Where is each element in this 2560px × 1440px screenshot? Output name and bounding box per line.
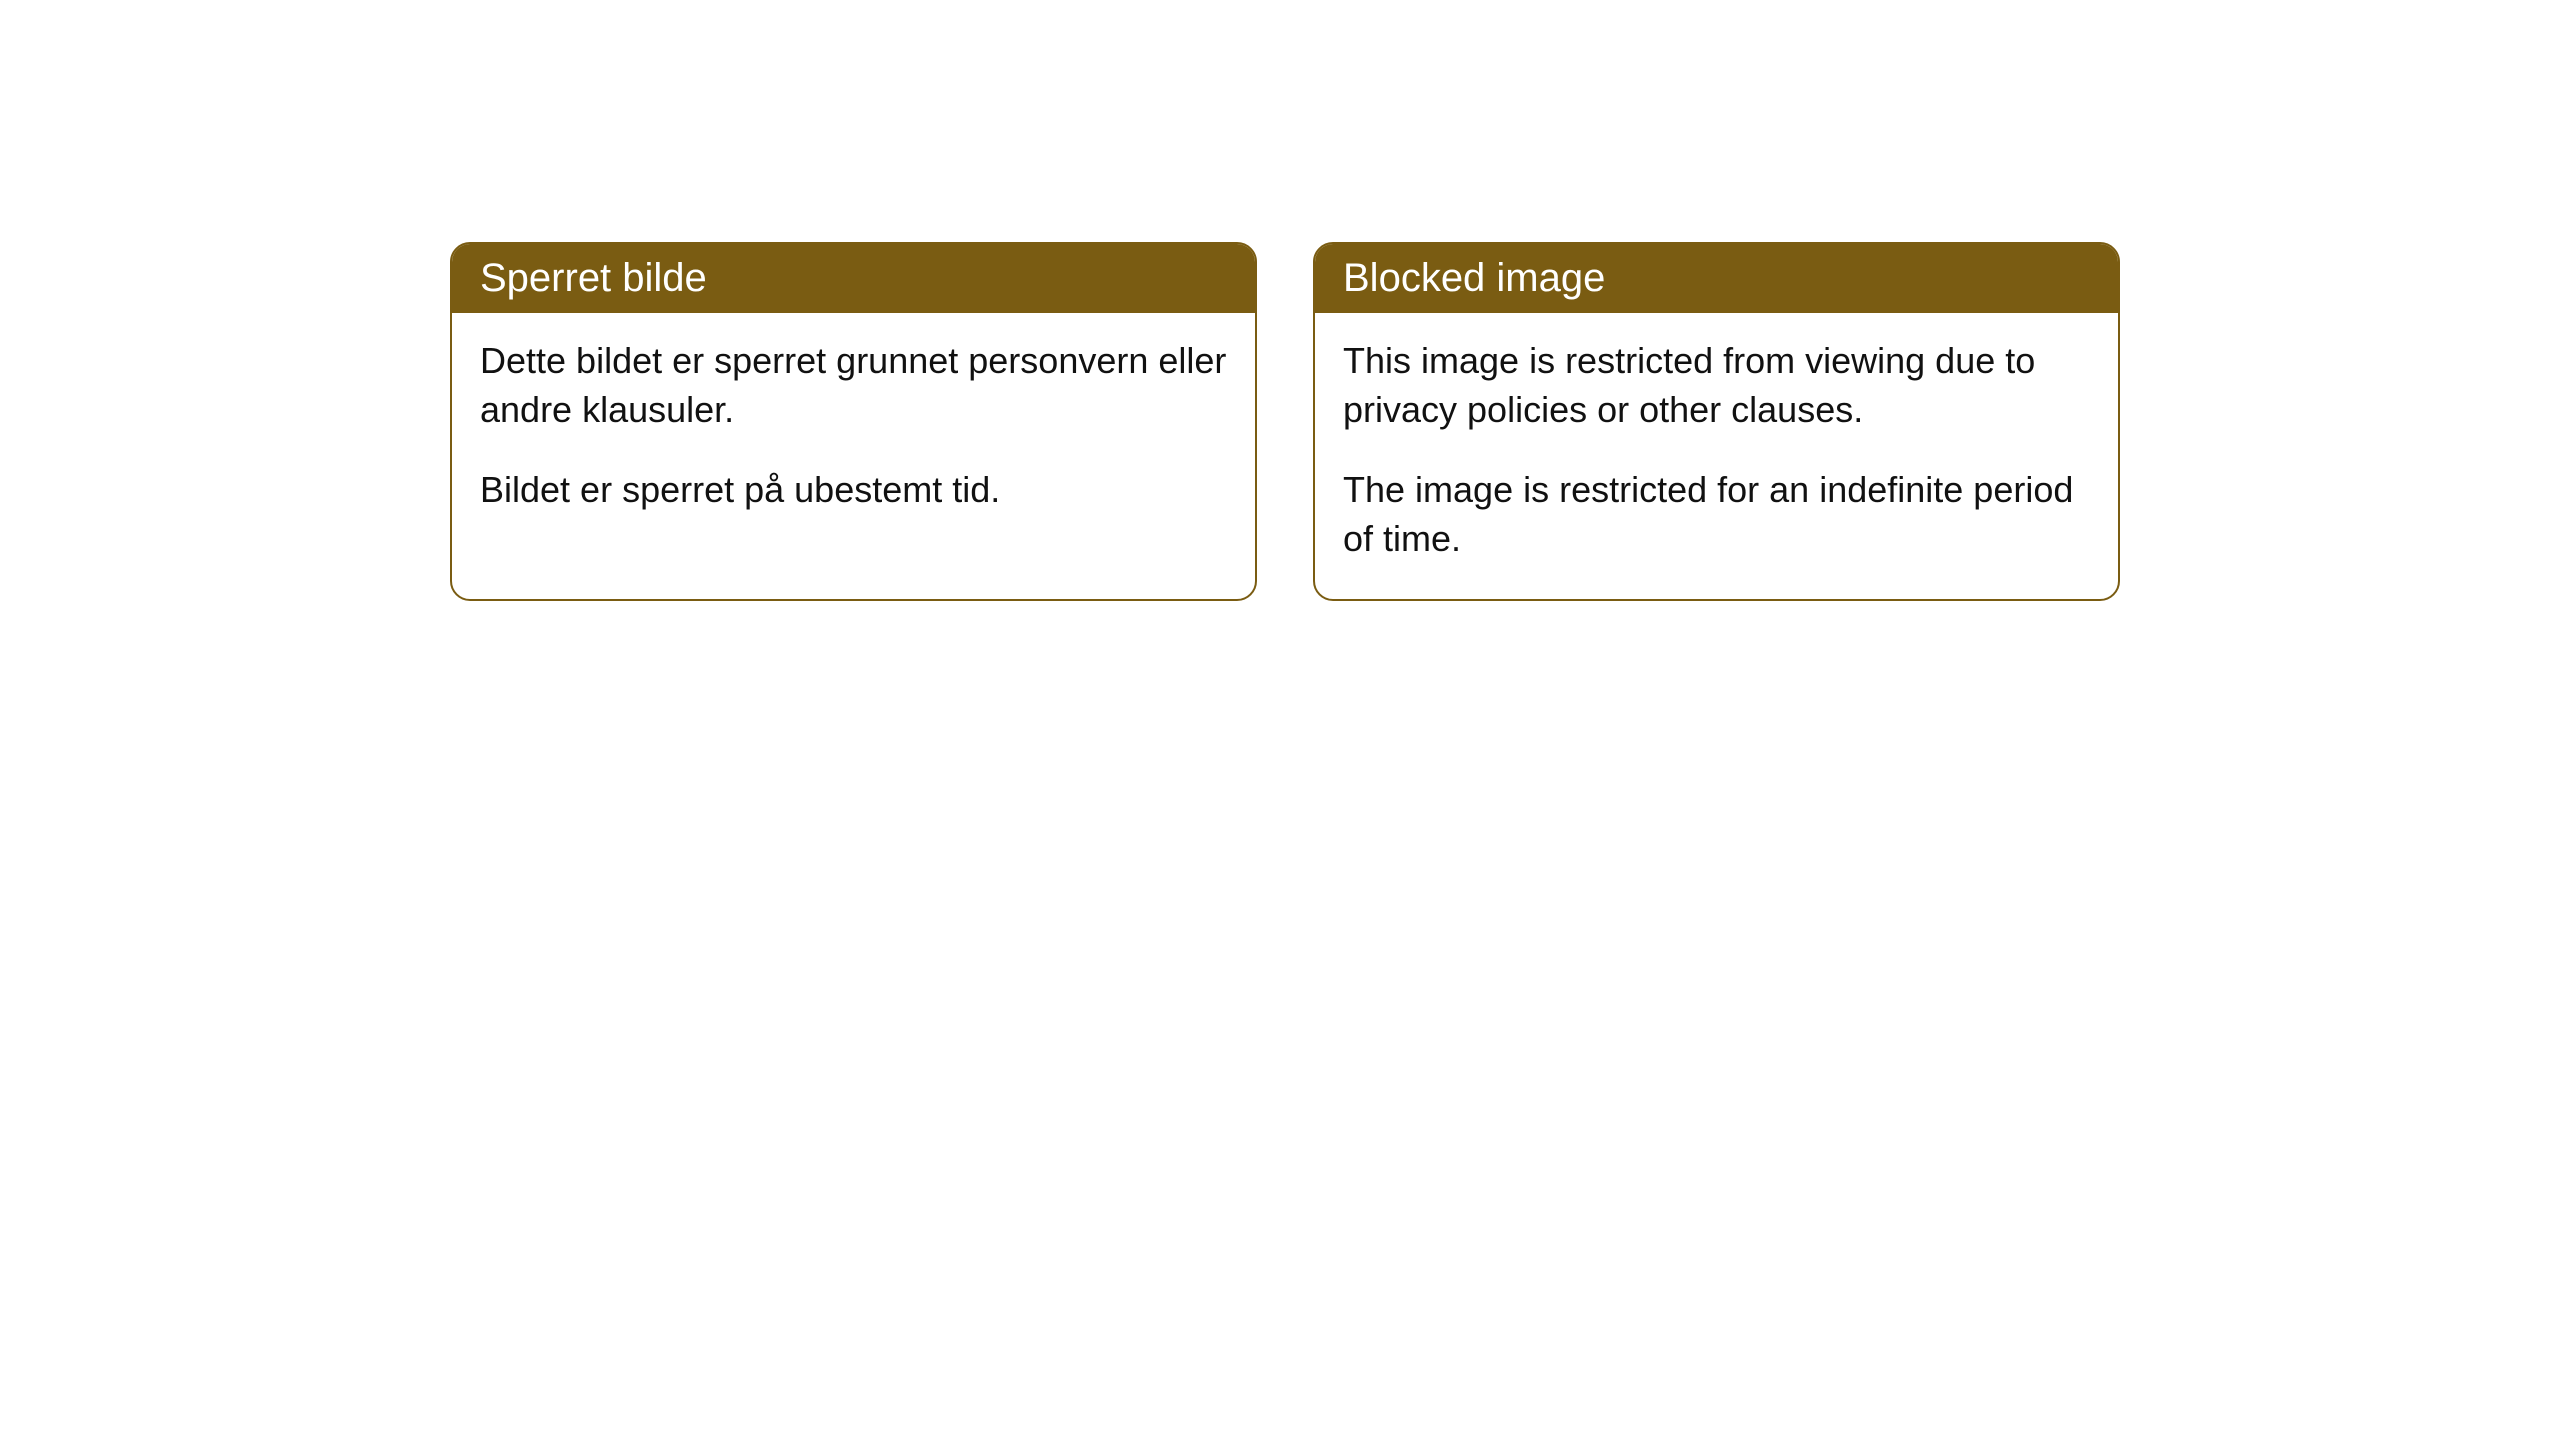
card-header-no: Sperret bilde [452, 244, 1255, 313]
card-paragraph-no-2: Bildet er sperret på ubestemt tid. [480, 466, 1227, 515]
card-body-no: Dette bildet er sperret grunnet personve… [452, 313, 1255, 551]
blocked-image-card-en: Blocked image This image is restricted f… [1313, 242, 2120, 601]
card-paragraph-en-1: This image is restricted from viewing du… [1343, 337, 2090, 434]
card-header-en: Blocked image [1315, 244, 2118, 313]
blocked-image-card-no: Sperret bilde Dette bildet er sperret gr… [450, 242, 1257, 601]
cards-container: Sperret bilde Dette bildet er sperret gr… [0, 0, 2560, 601]
card-paragraph-no-1: Dette bildet er sperret grunnet personve… [480, 337, 1227, 434]
card-paragraph-en-2: The image is restricted for an indefinit… [1343, 466, 2090, 563]
card-body-en: This image is restricted from viewing du… [1315, 313, 2118, 599]
